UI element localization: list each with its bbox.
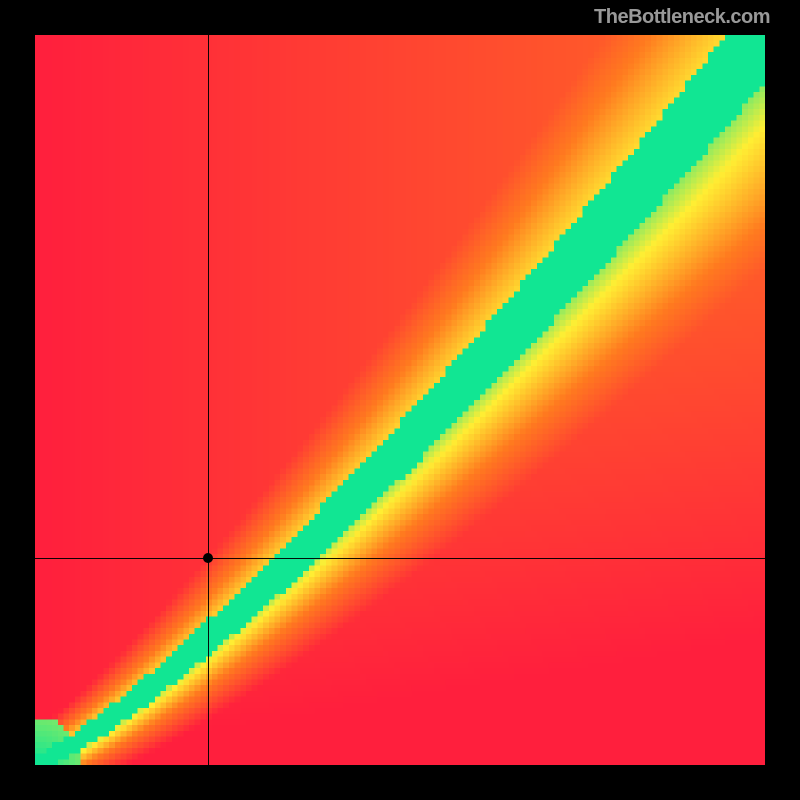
chart-container: TheBottleneck.com (0, 0, 800, 800)
watermark-text: TheBottleneck.com (594, 6, 770, 29)
plot-area (35, 35, 765, 765)
heatmap-canvas (35, 35, 765, 765)
